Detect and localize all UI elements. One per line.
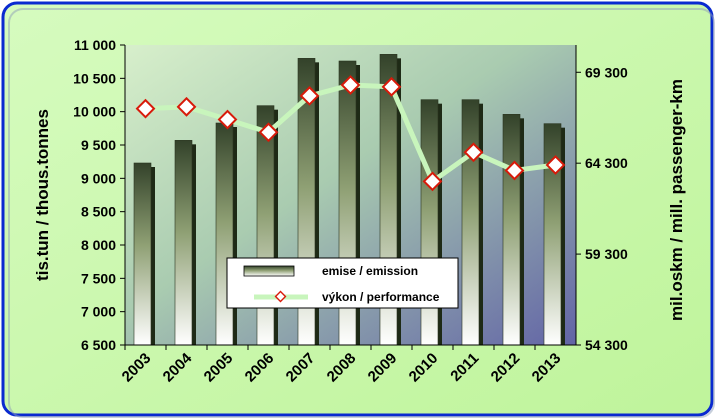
- legend-line-label: výkon / performance: [322, 290, 440, 304]
- y-axis-right-title: mil.oskm / mill. passenger-km: [667, 79, 686, 321]
- performance-point-2005: [217, 109, 238, 130]
- performance-point-2010: [422, 171, 443, 192]
- y-right-tick-label: 59 300: [585, 246, 628, 262]
- y-left-tick-label: 10 500: [73, 70, 116, 86]
- y-left-tick-label: 7 500: [81, 270, 116, 286]
- y-right-tick-label: 64 300: [585, 155, 628, 171]
- y-axis-left-ticks: 6 500 7 000 7 500 8 000 8 500 9 000 9 500 10 00…: [73, 37, 125, 353]
- bar-2006: [256, 105, 275, 346]
- performance-point-2007: [299, 86, 320, 106]
- performance-point-2013: [545, 155, 566, 175]
- bar-2012: [502, 114, 521, 346]
- legend-line-marker: [274, 290, 287, 303]
- y-left-tick-label: 8 500: [81, 204, 116, 220]
- axes: [124, 45, 577, 346]
- performance-point-2011: [463, 142, 484, 163]
- y-right-tick-label: 54 300: [585, 337, 628, 353]
- bar-2003: [133, 162, 152, 346]
- performance-point-2004: [176, 96, 197, 117]
- line-series: [135, 75, 566, 192]
- performance-point-2006: [258, 122, 279, 143]
- y-left-tick-label: 10 000: [73, 104, 116, 120]
- performance-point-2009: [381, 76, 402, 97]
- y-left-tick-label: 7 000: [81, 304, 116, 320]
- legend: emise / emission výkon / performance: [226, 257, 459, 309]
- performance-point-2008: [340, 75, 361, 95]
- y-right-tick-label: 69 300: [585, 64, 628, 80]
- y-left-tick-label: 8 000: [81, 237, 116, 253]
- bar-2004: [174, 140, 193, 346]
- y-left-tick-label: 11 000: [74, 37, 116, 53]
- performance-point-2003: [135, 98, 156, 119]
- bar-2005: [215, 122, 234, 346]
- y-axis-left-title: tis.tun / thous.tonnes: [33, 109, 52, 281]
- y-axis-right-ticks: 54 300 59 300 64 300 69 300: [576, 64, 628, 353]
- y-left-tick-label: 9 500: [81, 137, 116, 153]
- y-left-tick-label: 6 500: [81, 337, 116, 353]
- legend-bar-swatch: [243, 265, 295, 277]
- bar-2013: [543, 123, 562, 346]
- y-left-tick-label: 9 000: [81, 170, 116, 186]
- performance-point-2012: [504, 160, 525, 181]
- bar-2011: [461, 99, 480, 346]
- legend-bar-label: emise / emission: [322, 264, 418, 278]
